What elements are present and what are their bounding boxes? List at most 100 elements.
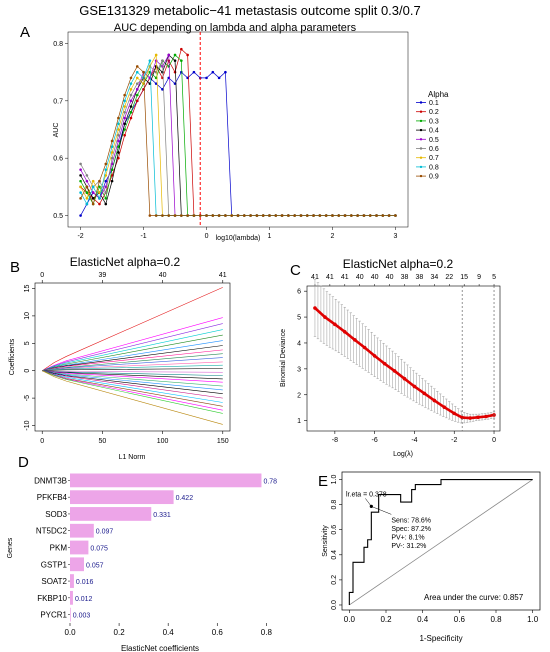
panel-a-point: [312, 214, 315, 217]
panel-d-gene-label: SOAT2: [41, 577, 67, 586]
panel-c-deviance-point: [352, 338, 357, 342]
panel-d-bar: [70, 507, 152, 521]
panel-d-bar: [70, 473, 262, 488]
panel-d-xtick-label: 0.4: [163, 628, 175, 637]
panel-e-cutoff-label: lr.eta = 0.378: [346, 491, 387, 498]
panel-a-point: [123, 116, 126, 120]
panel-c-deviance-point: [432, 398, 437, 403]
panel-a-legend-marker: [419, 165, 423, 169]
panel-a-point: [167, 53, 171, 57]
panel-b-coef-path: [42, 370, 223, 414]
panel-a-point: [123, 105, 126, 108]
panel-d-value-label: 0.057: [86, 562, 104, 569]
panel-a-legend-marker: [419, 110, 423, 113]
panel-a-point: [129, 110, 133, 114]
panel-a-point: [85, 174, 89, 177]
panel-b-plot-frame: [34, 282, 231, 432]
panel-a-point: [287, 214, 290, 217]
panel-a-xtick-label: -1: [140, 233, 146, 240]
panel-d-xtick-label: 0.8: [261, 628, 273, 637]
panel-letter-c: C: [290, 262, 301, 279]
panel-a-point: [224, 214, 227, 217]
panel-d-bar: [70, 557, 84, 572]
panel-c-ytick-label: 6: [297, 289, 301, 296]
panel-e-ytick-label: 0.4: [331, 550, 338, 560]
panel-a-point: [98, 202, 101, 206]
panel-a-point: [173, 59, 177, 62]
panel-b-xtick-label: 100: [157, 438, 169, 445]
panel-a-xtick-label: 2: [330, 233, 334, 240]
panel-a-point: [167, 65, 171, 68]
panel-a-point: [375, 214, 378, 217]
panel-a-legend-marker: [419, 147, 423, 150]
panel-a-point: [186, 53, 189, 57]
panel-a-point: [110, 179, 114, 183]
panel-b-title: ElasticNet alpha=0.2: [70, 255, 181, 269]
panel-a-point: [123, 110, 126, 114]
panel-e-auc-text: Area under the curve: 0.857: [424, 593, 524, 602]
panel-c-top-tick-label: 5: [492, 274, 496, 281]
panel-d-value-label: 0.78: [263, 478, 277, 485]
panel-a-point: [98, 185, 101, 189]
panel-c-xtick-label: -4: [411, 437, 417, 444]
panel-e-xlabel: 1-Specificity: [419, 634, 462, 643]
panel-a-point: [173, 53, 177, 57]
panel-a-point: [110, 145, 114, 149]
panel-a-point: [261, 214, 265, 217]
panel-e-stat-line: Spec: 87.2%: [391, 526, 431, 533]
panel-c-top-tick-label: 40: [371, 274, 379, 281]
panel-a-point: [117, 128, 120, 131]
panel-a-legend-marker: [419, 128, 423, 132]
panel-d-ylabel: Genes: [7, 537, 14, 558]
panel-c-ytick-label: 5: [297, 315, 301, 322]
panel-a-point: [161, 70, 164, 74]
panel-a-point: [98, 197, 101, 200]
panel-a-point: [91, 197, 95, 200]
panel-a-point: [85, 191, 89, 194]
panel-d-gene-label: PFKFB4: [37, 493, 68, 502]
panel-a-point: [274, 214, 278, 217]
panel-d-gene-label: PYCR1: [40, 611, 67, 620]
panel-b-ytick-label: -10: [24, 420, 31, 430]
panel-b-coef-path: [42, 317, 223, 371]
panel-a-legend: 0.1 0.2 0.3 0.4 0.5 0.6 0.7 0.8 0.9: [416, 100, 439, 181]
panel-a-point: [129, 88, 133, 91]
panel-a-xtick-label: -2: [77, 233, 83, 240]
panel-a-point: [135, 93, 139, 97]
panel-a-series-line: [80, 54, 396, 216]
panel-a-point: [205, 214, 208, 217]
panel-a-legend-label: 0.6: [429, 146, 439, 153]
panel-d-value-label: 0.075: [90, 546, 108, 553]
panel-d-value-label: 0.003: [73, 613, 91, 620]
panel-c-top-tick-label: 41: [341, 274, 349, 281]
panel-d-value-label: 0.016: [76, 579, 94, 586]
panel-c-xtick-label: 0: [492, 437, 496, 444]
panel-a-point: [154, 214, 158, 217]
panel-a-point: [368, 214, 372, 217]
panel-c-deviance-point: [412, 384, 417, 389]
panel-e-cutoff-pointer: [365, 498, 372, 507]
panel-d-xlabel: ElasticNet coefficients: [121, 644, 199, 652]
panel-a-point: [268, 214, 271, 217]
panel-a-point: [79, 197, 82, 200]
panel-a-series-line: [80, 59, 396, 216]
panel-e-xtick-label: 0.0: [344, 615, 356, 624]
panel-a-point: [198, 214, 202, 217]
panel-a-point: [148, 214, 152, 217]
panel-a-point: [110, 151, 114, 154]
panel-a-point: [180, 59, 183, 62]
panel-a-point: [117, 151, 120, 154]
panel-a-ylabel: AUC: [53, 123, 60, 138]
panel-a-point: [135, 99, 139, 103]
panel-a-point: [387, 214, 391, 217]
panel-d-xtick-label: 0.2: [114, 628, 126, 637]
panel-a-point: [324, 214, 328, 217]
panel-a-point: [85, 185, 89, 189]
panel-a-point: [180, 70, 183, 74]
panel-a-point: [98, 179, 101, 183]
panel-a-point: [381, 214, 385, 217]
panel-a-point: [180, 47, 183, 51]
panel-a-series-line: [80, 48, 396, 216]
panel-c-plot-frame: [306, 285, 501, 432]
